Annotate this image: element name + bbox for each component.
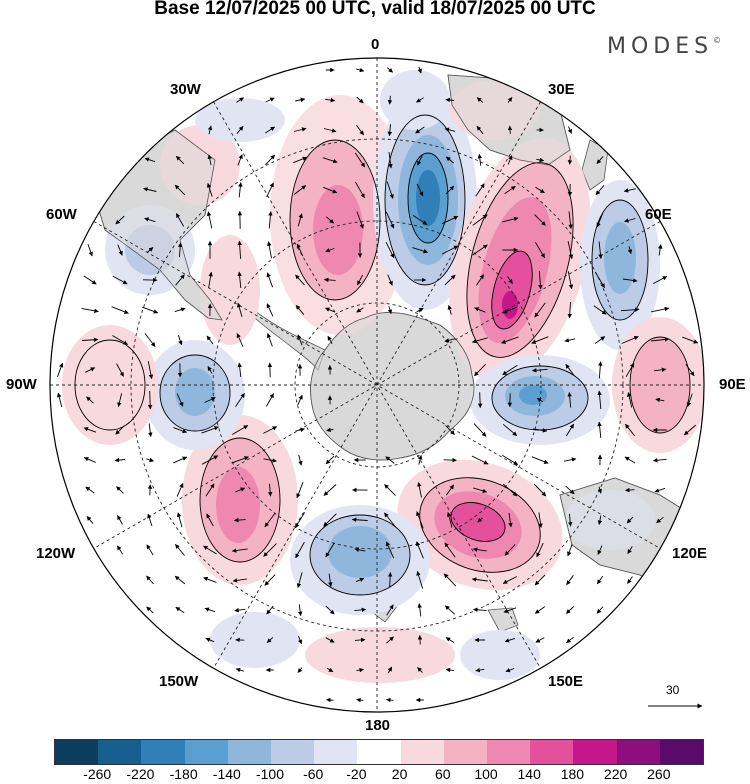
colorbar-tick-label: -140 — [213, 766, 241, 782]
colorbar-swatch — [55, 740, 98, 764]
lon-label-120w: 120W — [36, 545, 75, 562]
colorbar-swatch — [185, 740, 228, 764]
wind-vector — [570, 156, 571, 165]
wind-vector — [327, 700, 334, 701]
colorbar-swatch — [271, 740, 314, 764]
wind-vector — [150, 391, 151, 409]
colorbar-swatch — [228, 740, 271, 764]
colorbar-tick-label: -220 — [126, 766, 154, 782]
colorbar-tick-label: 140 — [518, 766, 541, 782]
colorbar-swatch — [487, 740, 530, 764]
colorbar-tick-label: -180 — [170, 766, 198, 782]
colorbar-tick-label: 20 — [392, 766, 408, 782]
lon-label-150e: 150E — [548, 673, 583, 690]
wind-vector — [480, 392, 481, 407]
colorbar-swatch — [98, 740, 141, 764]
reference-vector-label: 30 — [666, 683, 679, 697]
colorbar-swatch — [401, 740, 444, 764]
lon-label-30w: 30W — [170, 81, 201, 98]
lon-label-60e: 60E — [645, 206, 672, 223]
colorbar-swatch — [573, 740, 616, 764]
colorbar-swatch — [141, 740, 184, 764]
colorbar-swatch — [444, 740, 487, 764]
lon-label-30e: 30E — [548, 81, 575, 98]
lon-label-60w: 60W — [46, 206, 77, 223]
colorbar-tick-label: 100 — [474, 766, 497, 782]
colorbar-swatch — [530, 740, 573, 764]
wind-vector — [626, 490, 635, 491]
colorbar-swatch — [660, 740, 703, 764]
wind-vector — [510, 126, 511, 134]
lon-label-120e: 120E — [672, 545, 707, 562]
colorbar-swatch — [314, 740, 357, 764]
colorbar-tick-label: -260 — [83, 766, 111, 782]
lon-label-180: 180 — [365, 717, 390, 734]
colorbar-tick-label: -100 — [256, 766, 284, 782]
colorbar-tick-label: -60 — [303, 766, 323, 782]
colorbar-tick-label: 220 — [604, 766, 627, 782]
colorbar-swatch — [617, 740, 660, 764]
lon-label-90e: 90E — [719, 376, 746, 393]
lon-label-0: 0 — [371, 36, 379, 53]
colorbar — [54, 739, 704, 765]
colorbar-tick-label: 180 — [561, 766, 584, 782]
lon-label-150w: 150W — [159, 673, 198, 690]
colorbar-tick-label: 260 — [647, 766, 670, 782]
colorbar-tick-label: -20 — [346, 766, 366, 782]
lon-label-90w: 90W — [6, 376, 37, 393]
colorbar-swatch — [357, 740, 400, 764]
colorbar-labels: -260 -220 -180 -140 -100 -60 -20 20 60 100 140 180 2… — [0, 766, 750, 784]
colorbar-tick-label: 60 — [435, 766, 451, 782]
